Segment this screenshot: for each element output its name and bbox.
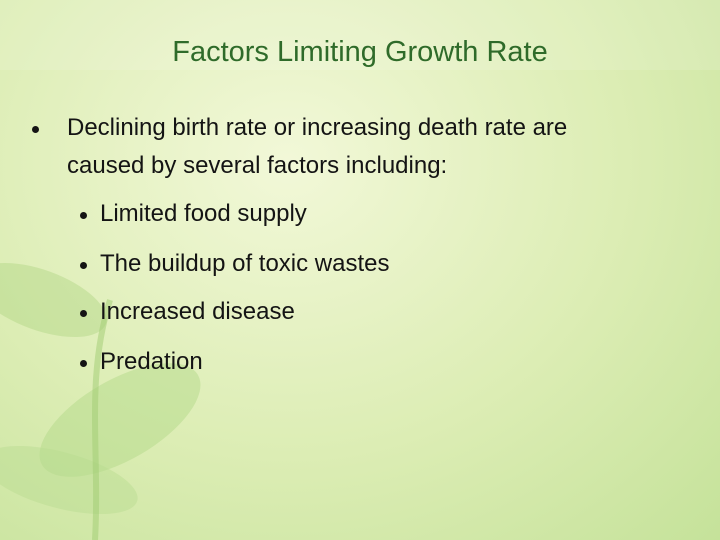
- sub-bullet: [80, 262, 87, 269]
- sub-item: Limited food supply: [100, 200, 307, 227]
- sub-bullet: [80, 310, 87, 317]
- bullet: [32, 126, 39, 133]
- sub-item: Increased disease: [100, 298, 295, 325]
- sub-bullet: [80, 360, 87, 367]
- bullet-text: caused by several factors including:: [67, 152, 448, 179]
- sub-item: The buildup of toxic wastes: [100, 250, 390, 277]
- slide-title: Factors Limiting Growth Rate: [172, 36, 548, 68]
- bullet-text: Declining birth rate or increasing death…: [67, 114, 568, 141]
- sub-bullet: [80, 212, 87, 219]
- sub-item: Predation: [100, 348, 203, 375]
